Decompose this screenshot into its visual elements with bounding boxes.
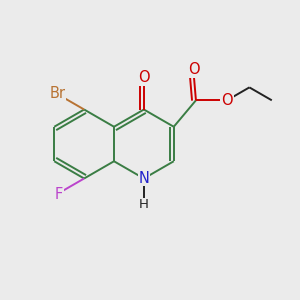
Text: O: O [188, 62, 200, 77]
Text: N: N [138, 171, 149, 186]
Text: O: O [138, 70, 150, 85]
Text: F: F [55, 187, 63, 202]
Text: H: H [139, 198, 149, 211]
Text: O: O [221, 92, 233, 107]
Text: Br: Br [49, 86, 65, 101]
